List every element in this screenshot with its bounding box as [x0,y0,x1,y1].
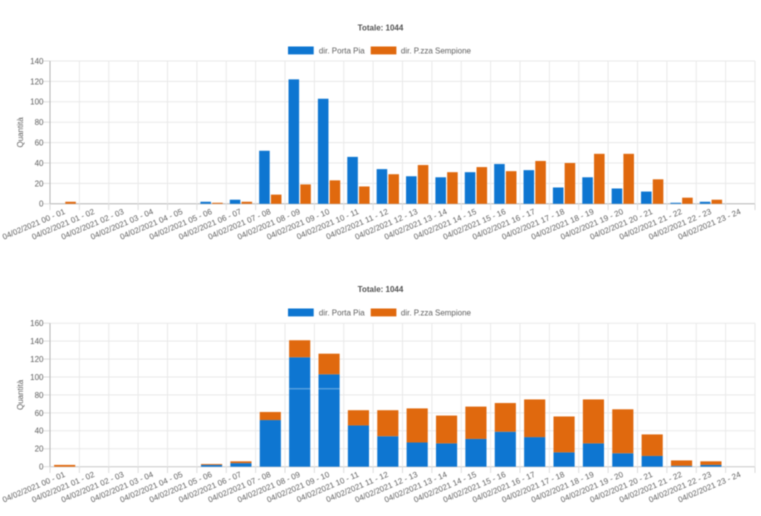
svg-text:100: 100 [30,373,44,382]
svg-text:80: 80 [35,118,44,127]
svg-text:dir. P.zza Sempione: dir. P.zza Sempione [401,308,472,317]
svg-text:Totale: 1044: Totale: 1044 [358,285,404,294]
svg-text:160: 160 [30,319,44,328]
svg-text:100: 100 [30,98,44,107]
svg-text:140: 140 [30,57,44,66]
svg-text:0: 0 [39,200,44,209]
svg-text:140: 140 [30,337,44,346]
svg-text:Quantità: Quantità [16,379,25,410]
svg-text:120: 120 [30,355,44,364]
svg-text:60: 60 [35,139,44,148]
svg-text:60: 60 [35,409,44,418]
svg-text:20: 20 [35,445,44,454]
svg-text:dir. P.zza Sempione: dir. P.zza Sempione [401,46,472,55]
svg-text:20: 20 [35,179,44,188]
svg-text:0: 0 [39,463,44,472]
svg-text:dir. Porta Pia: dir. Porta Pia [319,46,365,55]
svg-text:40: 40 [35,159,44,168]
svg-text:40: 40 [35,427,44,436]
svg-text:80: 80 [35,391,44,400]
svg-text:dir. Porta Pia: dir. Porta Pia [319,308,365,317]
svg-text:Totale: 1044: Totale: 1044 [358,23,404,32]
svg-text:120: 120 [30,77,44,86]
svg-text:Quantità: Quantità [16,117,25,148]
